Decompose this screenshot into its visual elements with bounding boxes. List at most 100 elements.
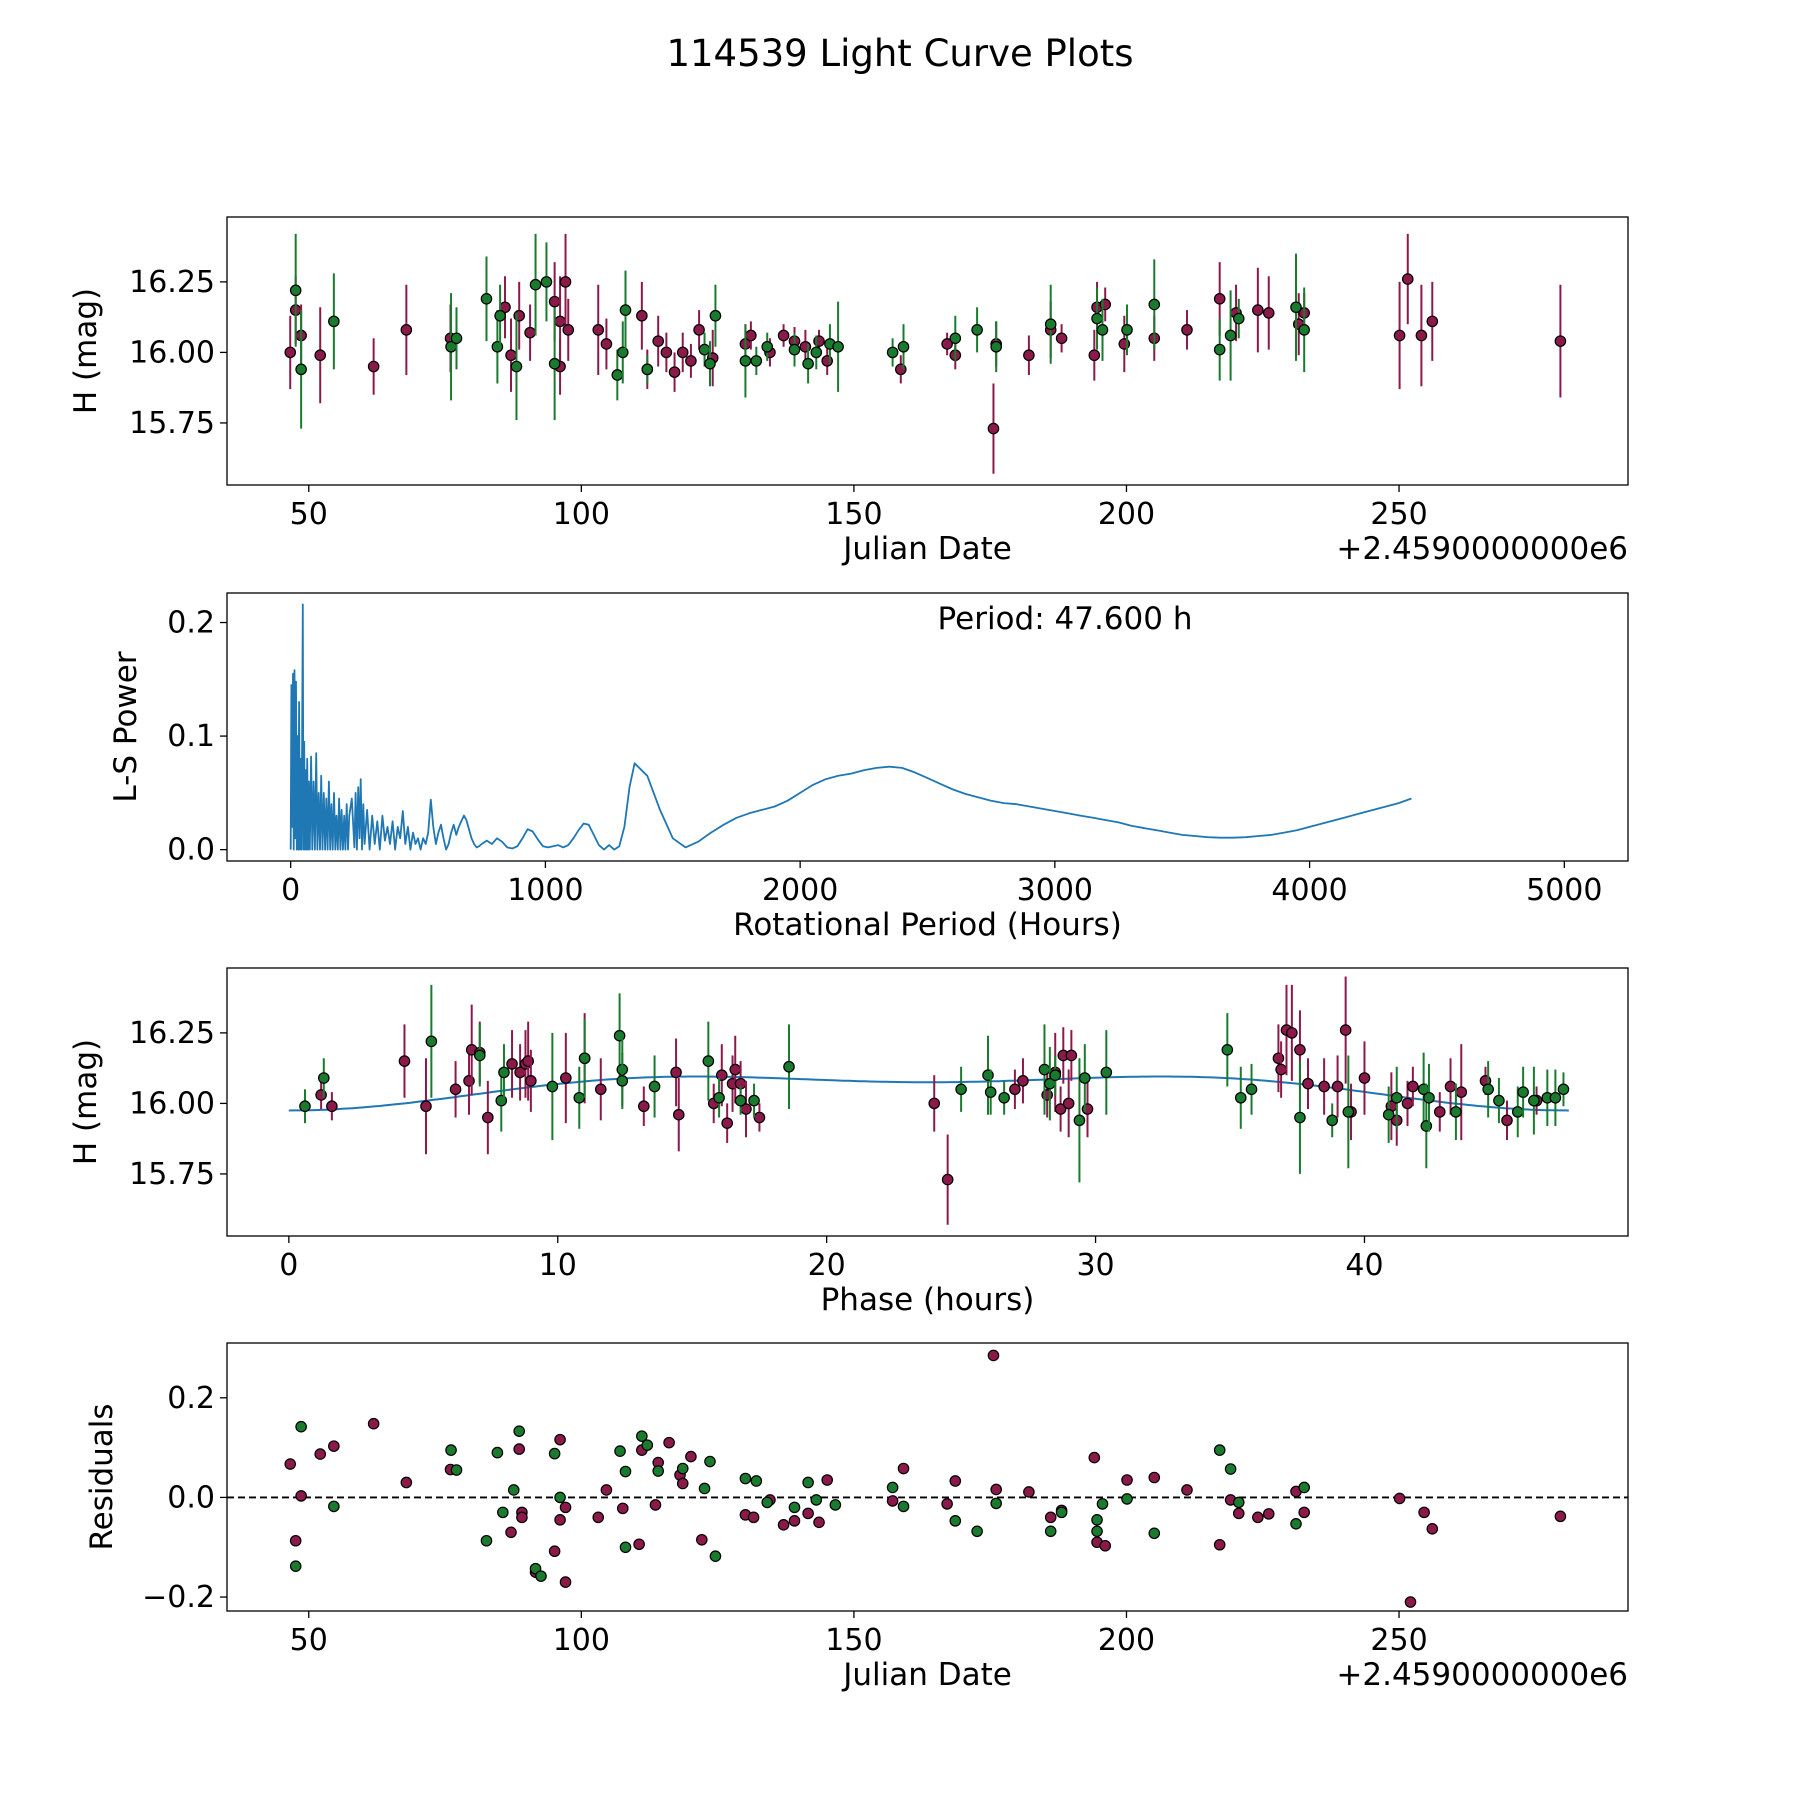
data-point bbox=[1009, 1083, 1021, 1096]
data-point bbox=[1073, 1114, 1086, 1127]
x-tick-label: 1000 bbox=[507, 873, 583, 908]
data-point bbox=[1339, 1024, 1352, 1036]
y-axis-label: H (mag) bbox=[68, 288, 104, 414]
data-point bbox=[704, 357, 716, 370]
y-axis-label: L-S Power bbox=[108, 651, 144, 802]
data-point bbox=[299, 1100, 311, 1113]
data-point bbox=[1213, 1538, 1226, 1551]
x-axis-label: Phase (hours) bbox=[821, 1282, 1035, 1318]
data-point bbox=[649, 1499, 662, 1511]
x-tick-label: 10 bbox=[539, 1248, 577, 1283]
data-point bbox=[284, 346, 297, 359]
data-point bbox=[832, 340, 844, 353]
figure-title: 114539 Light Curve Plots bbox=[666, 32, 1133, 75]
data-point bbox=[1326, 1114, 1339, 1127]
y-tick-label: 0.0 bbox=[167, 833, 215, 868]
data-point bbox=[554, 1433, 566, 1446]
y-tick-label: 16.00 bbox=[129, 335, 215, 370]
data-point bbox=[1318, 1080, 1330, 1093]
data-point bbox=[445, 1444, 457, 1456]
x-tick-label: 2000 bbox=[762, 873, 838, 908]
data-point bbox=[641, 1439, 654, 1451]
data-point bbox=[328, 1440, 340, 1452]
data-point bbox=[600, 1484, 613, 1496]
data-point bbox=[1232, 312, 1245, 325]
data-point bbox=[729, 1063, 742, 1076]
data-point bbox=[1482, 1083, 1494, 1096]
data-point bbox=[1232, 1496, 1245, 1509]
data-point bbox=[886, 346, 899, 359]
data-point bbox=[314, 349, 327, 362]
data-point bbox=[548, 295, 561, 308]
y-tick-label: 16.25 bbox=[129, 1016, 215, 1051]
data-point bbox=[1038, 1063, 1051, 1076]
data-point bbox=[295, 1490, 307, 1502]
data-point bbox=[802, 1476, 814, 1489]
data-point bbox=[1091, 1514, 1103, 1526]
data-point bbox=[1096, 324, 1109, 336]
data-point bbox=[663, 1436, 675, 1449]
data-point bbox=[1286, 1027, 1298, 1039]
data-point bbox=[652, 335, 665, 347]
data-point bbox=[1382, 1108, 1395, 1121]
data-point bbox=[1528, 1094, 1540, 1107]
panel-periodogram: 0 1000 2000 3000 4000 5000 0.0 0.1 0.2 Rotational… bbox=[108, 592, 1629, 943]
data-point bbox=[450, 332, 463, 345]
data-point bbox=[955, 1083, 967, 1096]
data-point bbox=[616, 1075, 629, 1087]
data-point bbox=[573, 1091, 586, 1104]
data-point bbox=[289, 1534, 302, 1547]
data-point bbox=[1433, 1106, 1446, 1118]
data-point bbox=[928, 1097, 941, 1110]
x-tick-label: 40 bbox=[1345, 1248, 1383, 1283]
data-point bbox=[425, 1035, 438, 1048]
data-point bbox=[676, 1477, 689, 1490]
data-point bbox=[482, 1111, 494, 1124]
data-point bbox=[513, 1425, 525, 1437]
x-tick-label: 50 bbox=[290, 1623, 328, 1658]
data-point bbox=[1554, 335, 1567, 347]
data-point bbox=[1055, 1506, 1068, 1519]
data-point bbox=[398, 1055, 411, 1067]
data-point bbox=[971, 1525, 983, 1538]
x-axis-label: Julian Date bbox=[841, 531, 1012, 567]
data-point bbox=[670, 1066, 682, 1079]
x-tick-label: 150 bbox=[825, 1623, 882, 1658]
data-point bbox=[886, 1495, 899, 1507]
data-point bbox=[367, 1417, 380, 1430]
data-point bbox=[802, 357, 814, 370]
data-point bbox=[328, 315, 340, 328]
data-point bbox=[971, 324, 983, 336]
x-tick-label: 100 bbox=[553, 1623, 610, 1658]
data-point bbox=[611, 369, 624, 381]
x-tick-label: 4000 bbox=[1271, 873, 1347, 908]
data-point bbox=[491, 1446, 504, 1459]
data-point bbox=[367, 360, 380, 373]
data-point bbox=[702, 1055, 715, 1067]
data-point bbox=[546, 1080, 559, 1093]
data-point bbox=[1262, 307, 1275, 319]
data-point bbox=[524, 326, 536, 339]
data-point bbox=[473, 1049, 486, 1062]
data-point bbox=[1044, 1511, 1057, 1524]
data-point bbox=[1423, 1091, 1435, 1104]
data-point bbox=[1294, 1111, 1306, 1124]
data-point bbox=[578, 1052, 591, 1065]
data-point bbox=[709, 309, 722, 322]
x-tick-label: 20 bbox=[808, 1248, 846, 1283]
data-point bbox=[660, 346, 673, 359]
x-tick-label: 50 bbox=[290, 497, 328, 532]
data-point bbox=[619, 1465, 632, 1478]
y-tick-label: 15.75 bbox=[129, 1157, 215, 1192]
data-point bbox=[1049, 1069, 1062, 1081]
data-point bbox=[295, 1420, 307, 1433]
data-point bbox=[713, 1091, 725, 1104]
data-point bbox=[1517, 1086, 1529, 1098]
data-point bbox=[1262, 1508, 1275, 1520]
data-point bbox=[1100, 1066, 1113, 1079]
data-point bbox=[1404, 1596, 1417, 1608]
data-point bbox=[949, 332, 962, 345]
data-point bbox=[1213, 343, 1226, 356]
data-point bbox=[507, 1484, 520, 1496]
